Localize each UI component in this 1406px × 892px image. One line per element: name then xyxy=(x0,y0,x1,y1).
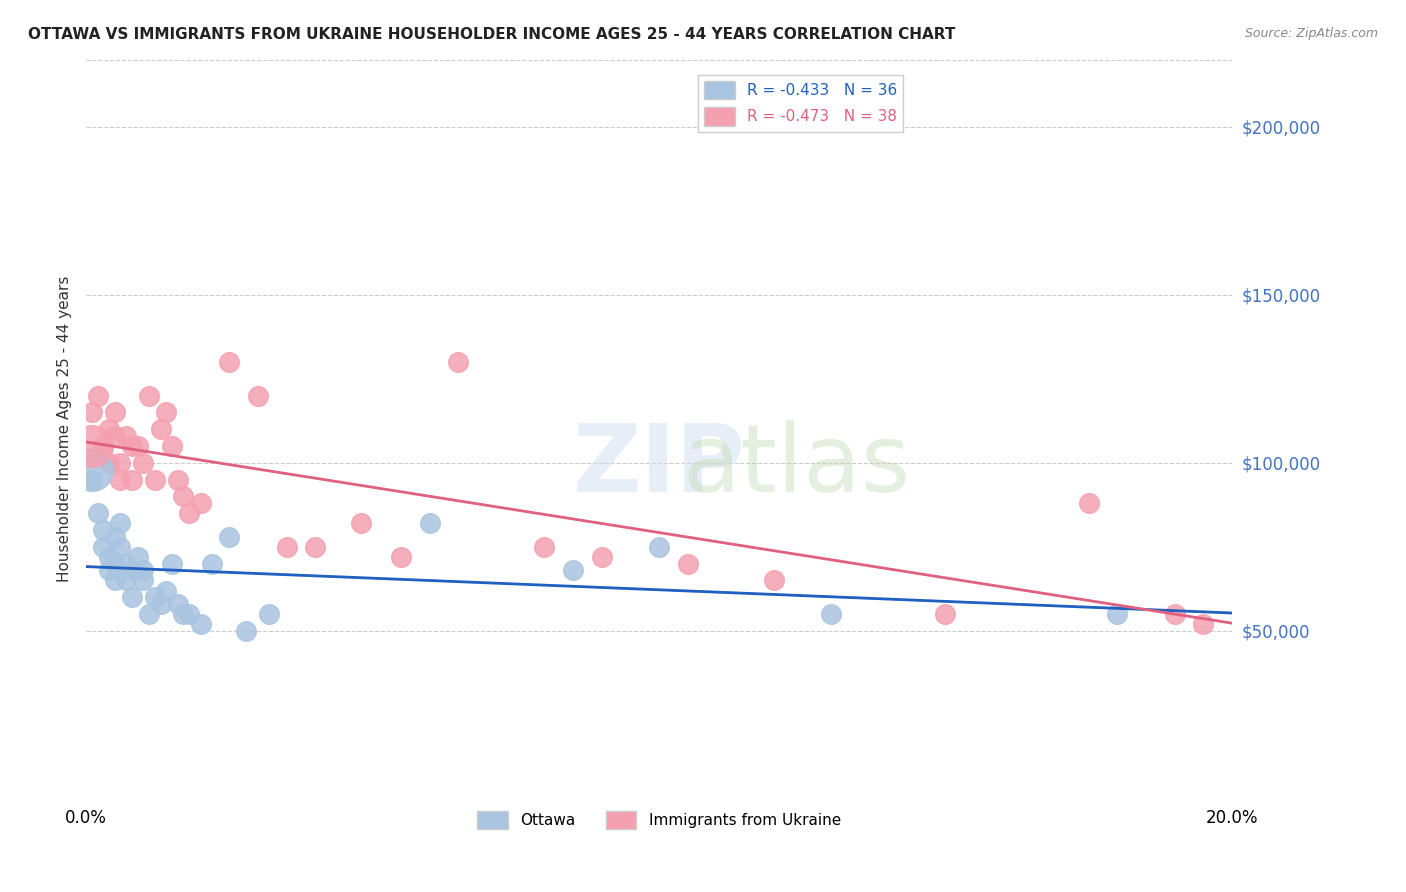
Point xyxy=(80,462,103,476)
Point xyxy=(155,405,177,419)
Point xyxy=(104,557,127,571)
Point xyxy=(138,607,160,621)
Point xyxy=(190,496,212,510)
Point xyxy=(533,540,555,554)
Point xyxy=(121,473,143,487)
Point xyxy=(110,456,132,470)
Point xyxy=(104,429,127,443)
Point xyxy=(648,540,671,554)
Point xyxy=(98,563,121,577)
Point xyxy=(138,389,160,403)
Point xyxy=(166,473,188,487)
Point xyxy=(172,490,194,504)
Point xyxy=(276,540,298,554)
Point xyxy=(115,574,138,588)
Point xyxy=(127,439,149,453)
Point xyxy=(259,607,281,621)
Point xyxy=(149,597,172,611)
Point xyxy=(121,563,143,577)
Point xyxy=(104,574,127,588)
Text: ZIP: ZIP xyxy=(572,420,745,512)
Point xyxy=(235,624,257,638)
Point xyxy=(155,583,177,598)
Point xyxy=(419,516,441,531)
Point xyxy=(447,355,470,369)
Point xyxy=(98,456,121,470)
Text: Source: ZipAtlas.com: Source: ZipAtlas.com xyxy=(1244,27,1378,40)
Point xyxy=(121,439,143,453)
Point xyxy=(80,473,103,487)
Point xyxy=(86,389,108,403)
Point xyxy=(1077,496,1099,510)
Y-axis label: Householder Income Ages 25 - 44 years: Householder Income Ages 25 - 44 years xyxy=(58,276,72,582)
Point xyxy=(160,557,183,571)
Point xyxy=(179,607,201,621)
Point xyxy=(179,506,201,520)
Point xyxy=(143,473,166,487)
Text: OTTAWA VS IMMIGRANTS FROM UKRAINE HOUSEHOLDER INCOME AGES 25 - 44 YEARS CORRELAT: OTTAWA VS IMMIGRANTS FROM UKRAINE HOUSEH… xyxy=(28,27,956,42)
Point xyxy=(201,557,224,571)
Point xyxy=(110,516,132,531)
Point xyxy=(166,597,188,611)
Point xyxy=(676,557,699,571)
Point xyxy=(121,591,143,605)
Point xyxy=(172,607,194,621)
Point xyxy=(80,405,103,419)
Point xyxy=(91,540,114,554)
Point xyxy=(98,422,121,436)
Point xyxy=(104,405,127,419)
Point xyxy=(132,574,155,588)
Point xyxy=(149,422,172,436)
Point xyxy=(762,574,785,588)
Point xyxy=(934,607,956,621)
Point xyxy=(304,540,326,554)
Point xyxy=(127,549,149,564)
Point xyxy=(1163,607,1185,621)
Point xyxy=(591,549,613,564)
Point xyxy=(86,506,108,520)
Legend: Ottawa, Immigrants from Ukraine: Ottawa, Immigrants from Ukraine xyxy=(471,805,846,836)
Point xyxy=(218,355,240,369)
Point xyxy=(91,439,114,453)
Point xyxy=(1107,607,1129,621)
Point xyxy=(110,540,132,554)
Point xyxy=(115,557,138,571)
Point xyxy=(820,607,842,621)
Point xyxy=(562,563,585,577)
Point xyxy=(246,389,269,403)
Point xyxy=(80,439,103,453)
Point xyxy=(1192,617,1215,632)
Point xyxy=(218,530,240,544)
Point xyxy=(132,563,155,577)
Point xyxy=(160,439,183,453)
Point xyxy=(190,617,212,632)
Point xyxy=(104,530,127,544)
Point xyxy=(115,429,138,443)
Point xyxy=(91,523,114,537)
Point xyxy=(110,473,132,487)
Point xyxy=(350,516,373,531)
Text: atlas: atlas xyxy=(682,420,911,512)
Point xyxy=(143,591,166,605)
Point xyxy=(132,456,155,470)
Point xyxy=(98,549,121,564)
Point xyxy=(389,549,412,564)
